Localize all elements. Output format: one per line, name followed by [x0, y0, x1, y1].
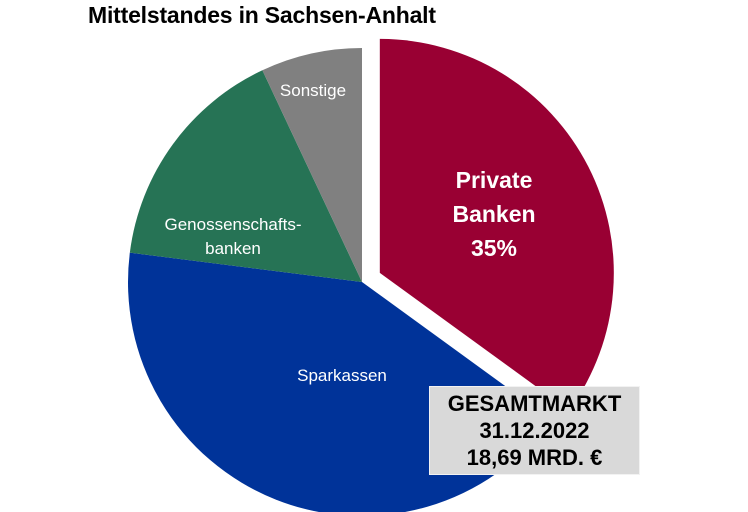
- total-market-date: 31.12.2022: [479, 418, 590, 443]
- pie-slice-label-line: Private: [456, 167, 533, 193]
- chart-title: Mittelstandes in Sachsen-Anhalt: [88, 2, 436, 28]
- pie-slice-0: [379, 38, 614, 411]
- pie-slice-2: [129, 70, 362, 282]
- pie-slice-label-line: Genossenschafts-: [164, 215, 301, 234]
- pie-slice-label-line: 35%: [471, 235, 517, 261]
- total-market-label: GESAMTMARKT: [447, 391, 622, 416]
- pie-slice-label-3: Sonstige: [280, 81, 346, 100]
- pie-slice-3: [262, 48, 362, 282]
- pie-slice-label-line: banken: [205, 239, 261, 258]
- pie-slice-label-line: Sparkassen: [297, 366, 387, 385]
- total-market-value: 18,69 MRD. €: [466, 445, 603, 470]
- pie-slice-label-0: Private Banken 35%: [452, 167, 535, 261]
- pie-slice-label-line: Sonstige: [280, 81, 346, 100]
- pie-slice-label-1: Sparkassen: [297, 366, 387, 385]
- pie-slice-label-2: Genossenschafts-banken: [164, 215, 301, 258]
- total-market-box: GESAMTMARKT 31.12.2022 18,69 MRD. €: [429, 386, 640, 475]
- pie-slice-label-line: Banken: [452, 201, 535, 227]
